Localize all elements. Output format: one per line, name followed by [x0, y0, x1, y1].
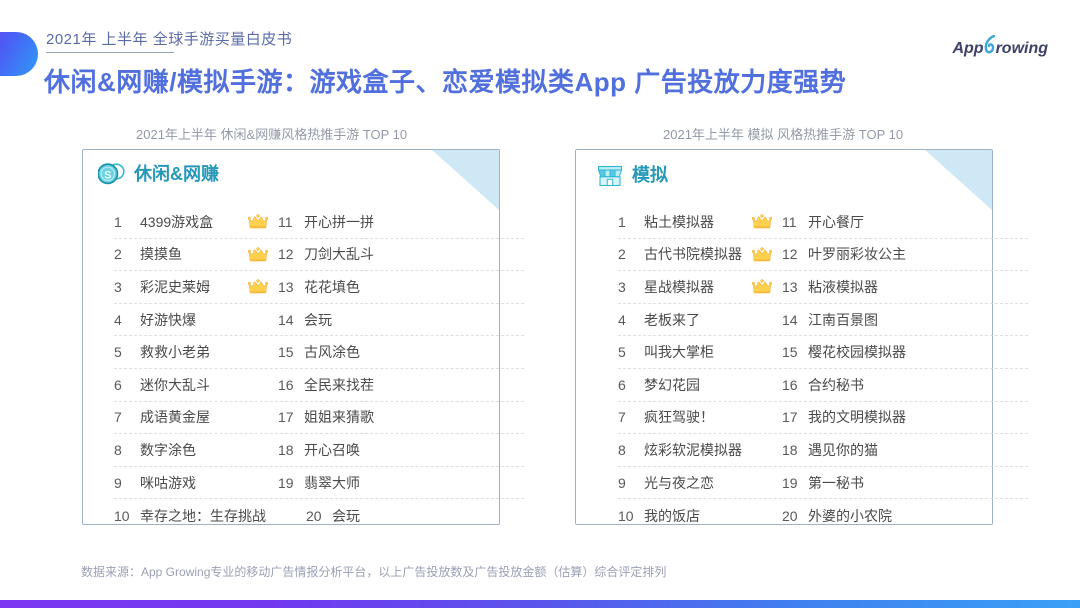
svg-text:S: S: [104, 169, 111, 181]
